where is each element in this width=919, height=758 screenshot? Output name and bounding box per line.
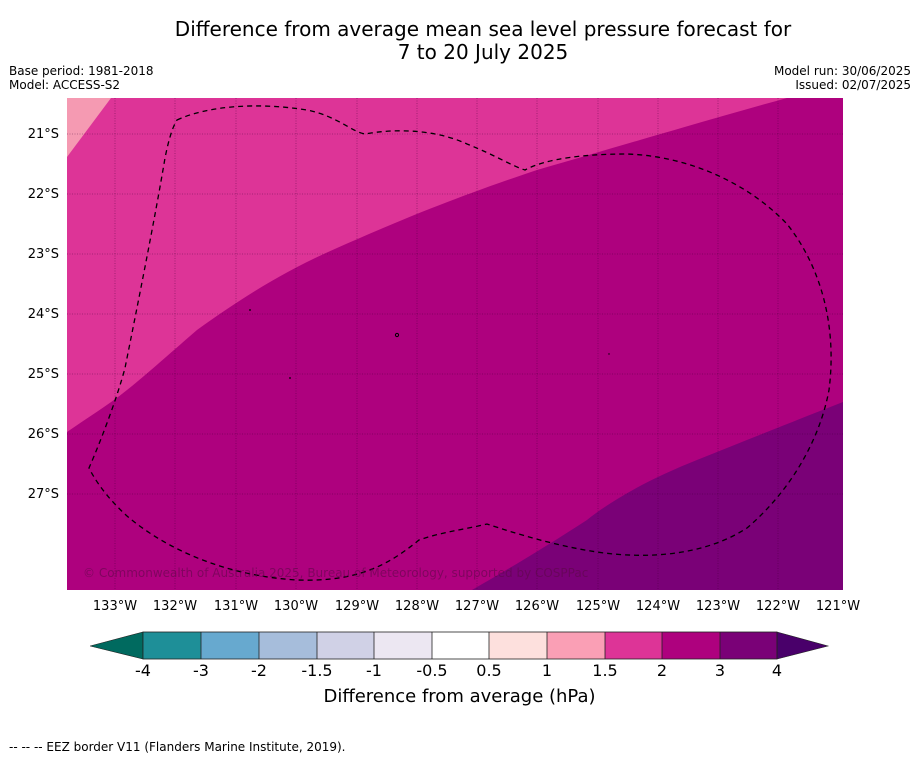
- island-marker: [394, 332, 400, 338]
- longitude-label: 132°W: [152, 599, 198, 614]
- metadata-left: Base period: 1981-2018 Model: ACCESS-S2: [9, 64, 154, 92]
- colorbar-label: Difference from average (hPa): [323, 686, 596, 707]
- longitude-label: 122°W: [755, 599, 801, 614]
- eez-border: [88, 105, 832, 581]
- colorbar-swatch: [662, 632, 720, 659]
- eez-legend-note: -- -- -- EEZ border V11 (Flanders Marine…: [9, 740, 346, 754]
- latitude-label: 21°S: [27, 127, 59, 142]
- longitude-label: 125°W: [575, 599, 621, 614]
- issued-date: Issued: 02/07/2025: [795, 78, 911, 92]
- longitude-label: 128°W: [394, 599, 440, 614]
- colorbar-tick: 0.5: [476, 661, 502, 680]
- title-line-2: 7 to 20 July 2025: [397, 40, 569, 64]
- region-1-to-1-5: [67, 98, 111, 157]
- model-run: Model run: 30/06/2025: [773, 64, 911, 78]
- longitude-label: 133°W: [92, 599, 138, 614]
- model-name: Model: ACCESS-S2: [9, 78, 121, 92]
- base-period: Base period: 1981-2018: [9, 64, 154, 78]
- colorbar-tick: -0.5: [416, 661, 448, 680]
- colorbar-swatch: [432, 632, 489, 659]
- longitude-label: 124°W: [635, 599, 681, 614]
- longitude-label: 129°W: [334, 599, 380, 614]
- map-area[interactable]: [67, 98, 843, 590]
- colorbar-tick: -1.5: [301, 661, 333, 680]
- colorbar-swatch: [547, 632, 605, 659]
- longitude-label: 131°W: [213, 599, 259, 614]
- colorbar-swatch: [143, 632, 201, 659]
- colorbar-tick: -4: [135, 661, 151, 680]
- colorbar-tick: 1: [541, 661, 553, 680]
- longitude-label: 126°W: [514, 599, 560, 614]
- title-line-1: Difference from average mean sea level p…: [174, 17, 792, 41]
- colorbar-swatch: [374, 632, 432, 659]
- colorbar-tick: 4: [771, 661, 783, 680]
- island-marker: [289, 377, 291, 379]
- colorbar-swatch: [201, 632, 259, 659]
- longitude-label: 123°W: [695, 599, 741, 614]
- island-marker: [249, 309, 251, 311]
- colorbar-swatch: [605, 632, 662, 659]
- colorbar-tick: 1.5: [592, 661, 618, 680]
- longitude-label: 121°W: [815, 599, 861, 614]
- latitude-label: 23°S: [27, 247, 59, 262]
- colorbar-swatch: [259, 632, 317, 659]
- latitude-label: 27°S: [27, 487, 59, 502]
- island-marker: [608, 353, 610, 355]
- latitude-label: 24°S: [27, 307, 59, 322]
- metadata-right: Model run: 30/06/2025 Issued: 02/07/2025: [774, 64, 911, 92]
- colorbar-swatch: [720, 632, 777, 659]
- colorbar-tick: 3: [714, 661, 726, 680]
- colorbar-tick: -1: [366, 661, 382, 680]
- colorbar-tick: 2: [656, 661, 668, 680]
- colorbar-tick: -3: [193, 661, 209, 680]
- colorbar-tick: -2: [251, 661, 267, 680]
- colorbar: [89, 631, 830, 665]
- map-canvas: [67, 98, 843, 590]
- map-gridlines: [67, 98, 843, 590]
- latitude-label: 22°S: [27, 187, 59, 202]
- colorbar-extend-low: [89, 631, 144, 660]
- longitude-label: 127°W: [454, 599, 500, 614]
- colorbar-swatch: [317, 632, 374, 659]
- longitude-label: 130°W: [273, 599, 319, 614]
- colorbar-extend-high: [776, 631, 830, 660]
- map-title: Difference from average mean sea level p…: [0, 18, 919, 64]
- copyright-notice: © Commonwealth of Australia 2025, Bureau…: [83, 566, 589, 580]
- colorbar-swatch: [489, 632, 547, 659]
- latitude-label: 26°S: [27, 427, 59, 442]
- region-1-5-to-2: [67, 98, 787, 432]
- colorbar-swatches: [89, 631, 830, 660]
- latitude-label: 25°S: [27, 367, 59, 382]
